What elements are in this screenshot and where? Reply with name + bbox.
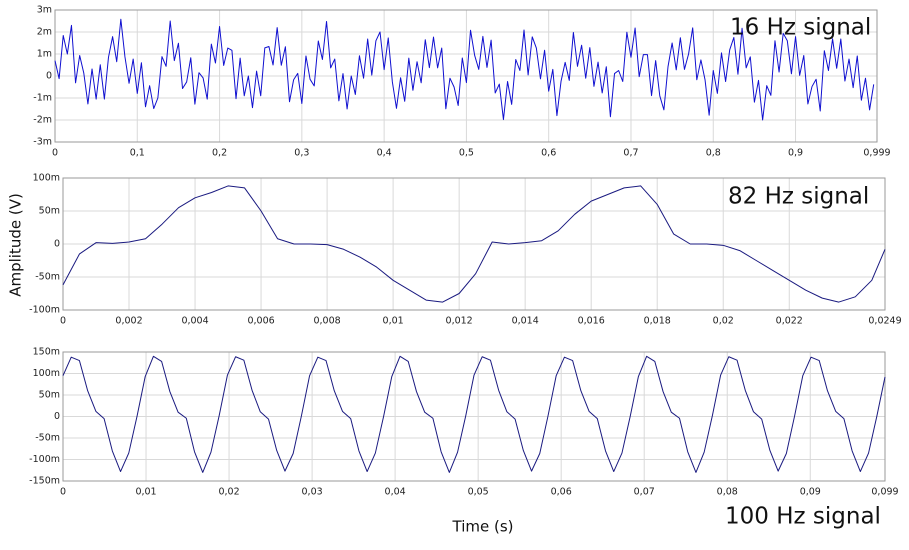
y-tick-label: -100m xyxy=(29,454,60,465)
plot-border xyxy=(54,9,878,143)
y-axis-label: Amplitude (V) xyxy=(7,193,25,297)
signal-line xyxy=(62,355,886,473)
x-tick-label: 0,08 xyxy=(717,487,738,498)
annotation: 82 Hz signal xyxy=(728,184,869,210)
x-tick-label: 0,02 xyxy=(713,316,734,327)
y-tick-label: -150m xyxy=(29,476,60,487)
x-tick-label: 0,6 xyxy=(541,148,556,159)
x-tick-label: 0,03 xyxy=(302,487,323,498)
x-tick-label: 0,05 xyxy=(468,487,489,498)
signal-line xyxy=(54,18,875,121)
x-tick-label: 0,016 xyxy=(578,316,605,327)
y-tick-label: 50m xyxy=(39,206,60,217)
x-tick-label: 0,022 xyxy=(776,316,803,327)
x-tick-label: 0,012 xyxy=(446,316,473,327)
x-tick-label: 0,014 xyxy=(512,316,539,327)
y-tick-label: 2m xyxy=(37,27,52,38)
y-tick-label: 150m xyxy=(33,347,60,358)
x-tick-label: 0,09 xyxy=(800,487,821,498)
x-tick-label: 0 xyxy=(52,148,58,159)
x-tick-label: 0,099 xyxy=(871,487,898,498)
y-tick-label: -1m xyxy=(33,93,52,104)
plot-border xyxy=(62,351,886,482)
y-tick-label: 100m xyxy=(33,368,60,379)
annotation: 16 Hz signal xyxy=(730,15,871,41)
x-tick-label: 0,07 xyxy=(634,487,655,498)
x-tick-label: 0,008 xyxy=(313,316,340,327)
y-tick-label: -3m xyxy=(33,137,52,148)
x-tick-label: 0,02 xyxy=(218,487,239,498)
x-tick-label: 0,5 xyxy=(459,148,474,159)
x-axis-label: Time (s) xyxy=(452,518,514,536)
x-tick-label: 0,1 xyxy=(130,148,145,159)
y-tick-label: -50m xyxy=(35,272,60,283)
y-tick-label: -100m xyxy=(29,305,60,316)
x-tick-label: 0,8 xyxy=(706,148,721,159)
x-tick-label: 0,01 xyxy=(135,487,156,498)
x-tick-label: 0,2 xyxy=(212,148,227,159)
x-tick-label: 0,01 xyxy=(383,316,404,327)
y-tick-label: 0 xyxy=(46,71,52,82)
x-tick-label: 0,7 xyxy=(623,148,638,159)
y-tick-label: 3m xyxy=(37,5,52,16)
y-tick-label: -2m xyxy=(33,115,52,126)
x-tick-label: 0,002 xyxy=(115,316,142,327)
y-tick-label: 50m xyxy=(39,390,60,401)
annotation: 100 Hz signal xyxy=(725,504,881,530)
x-tick-label: 0,018 xyxy=(644,316,671,327)
x-tick-label: 0,004 xyxy=(181,316,208,327)
x-tick-label: 0,9 xyxy=(788,148,803,159)
x-tick-label: 0,0249 xyxy=(868,316,901,327)
signal-line xyxy=(62,185,886,303)
x-tick-label: 0,04 xyxy=(385,487,406,498)
y-tick-label: 100m xyxy=(33,173,60,184)
x-tick-label: 0,006 xyxy=(247,316,274,327)
y-tick-label: -50m xyxy=(35,433,60,444)
y-tick-label: 0 xyxy=(54,411,60,422)
x-tick-label: 0,4 xyxy=(377,148,392,159)
y-tick-label: 0 xyxy=(54,239,60,250)
x-tick-label: 0 xyxy=(60,487,66,498)
y-tick-label: 1m xyxy=(37,49,52,60)
x-tick-label: 0,3 xyxy=(294,148,309,159)
x-tick-label: 0 xyxy=(60,316,66,327)
x-tick-label: 0,06 xyxy=(551,487,572,498)
plot-border xyxy=(62,177,886,311)
x-tick-label: 0,999 xyxy=(863,148,890,159)
